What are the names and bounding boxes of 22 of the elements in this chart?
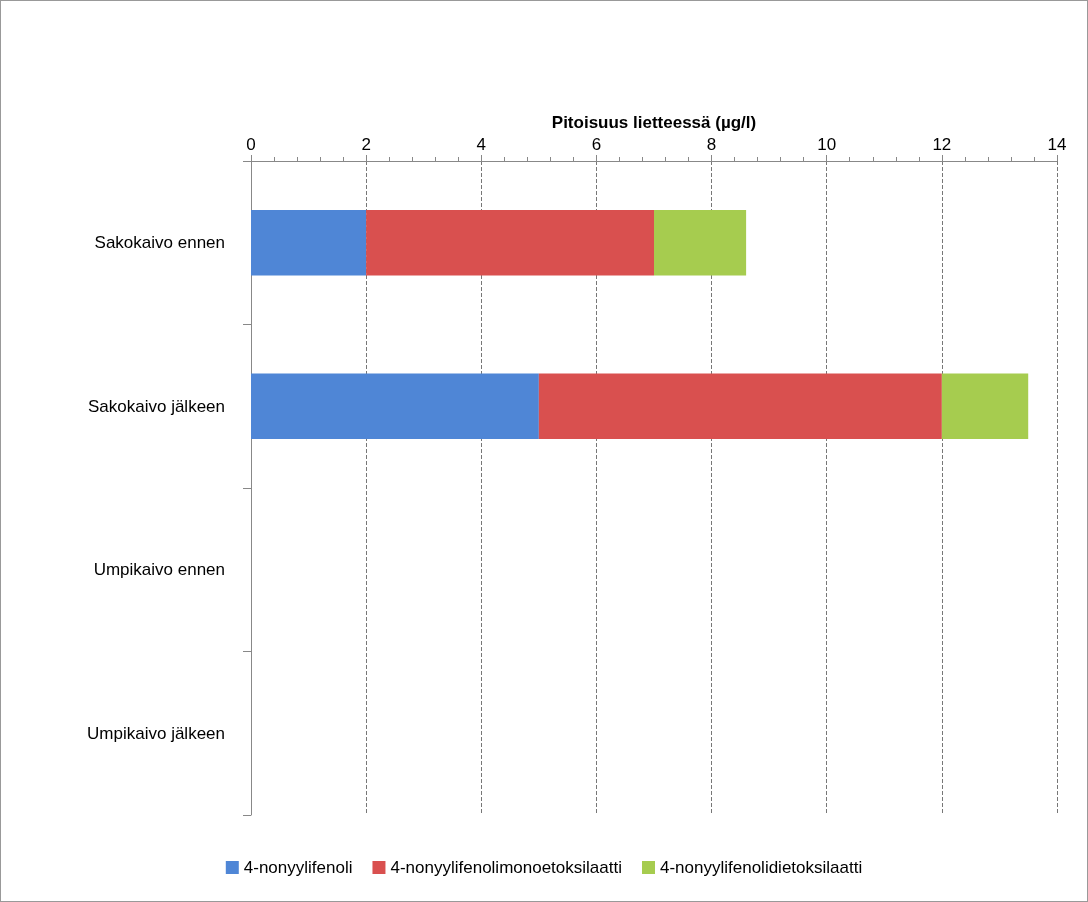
x-tick-label: 12 [932, 135, 952, 154]
y-tick-label: Sakokaivo ennen [94, 233, 225, 253]
legend-label: 4-nonyylifenolimonoetoksilaatti [390, 858, 622, 877]
x-tick-label: 8 [706, 135, 717, 154]
x-axis-title: Pitoisuus lietteessä (µg/l) [551, 113, 757, 132]
x-tick-label: 4 [476, 135, 487, 154]
x-tick-label: 10 [817, 135, 837, 154]
bar [251, 210, 367, 276]
bar [251, 373, 539, 439]
x-tick-label: 14 [1047, 135, 1067, 154]
y-tick-label: Umpikaivo jälkeen [87, 723, 225, 743]
x-tick-label: 0 [246, 135, 256, 154]
bar [941, 373, 1029, 439]
bar [538, 373, 942, 439]
legend-label: 4-nonyylifenolidietoksilaatti [659, 858, 863, 877]
y-tick-label: Umpikaivo ennen [93, 560, 225, 580]
legend-label: 4-nonyylifenoli [243, 858, 353, 877]
bar [366, 210, 654, 276]
x-tick-label: 6 [591, 135, 602, 154]
y-tick-label: Sakokaivo jälkeen [87, 396, 225, 416]
bar [654, 210, 747, 276]
x-tick-label: 2 [361, 135, 371, 154]
